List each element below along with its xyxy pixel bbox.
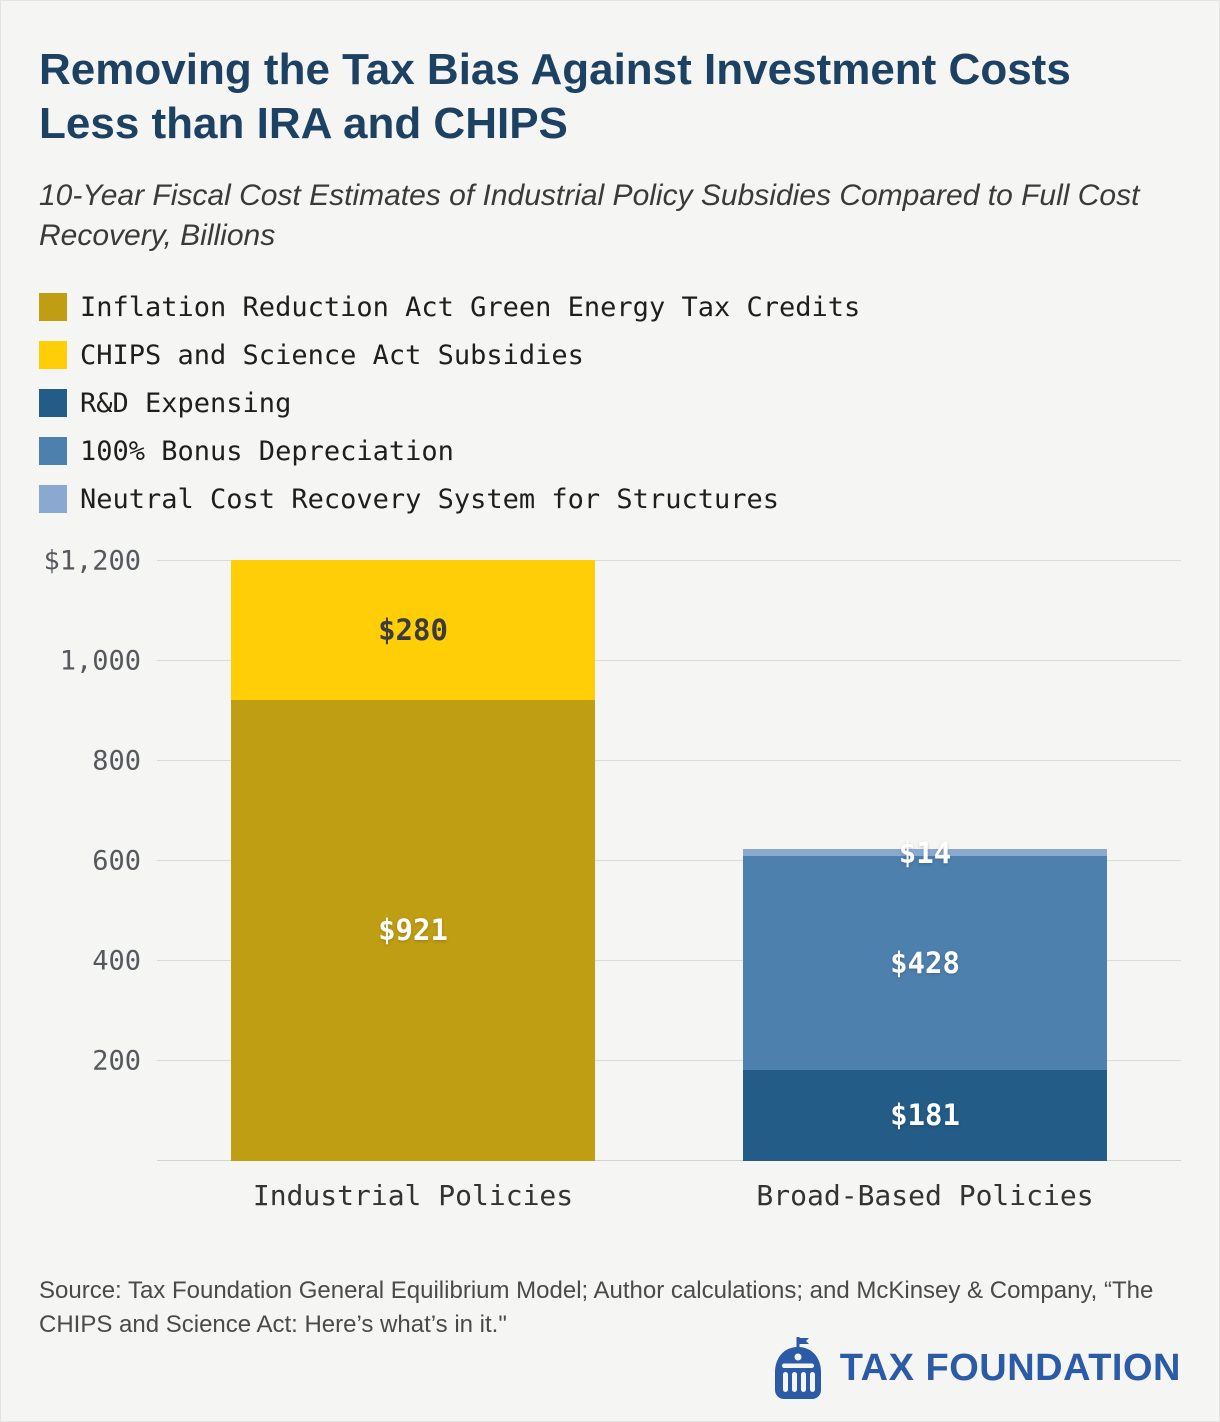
value-label: $428 — [890, 946, 960, 981]
bar-segment: $428 — [743, 856, 1107, 1071]
chart: 200 400 600 800 1,000 $1,200 $921 $280 $181 $428… — [39, 545, 1181, 1161]
legend-item: CHIPS and Science Act Subsidies — [39, 340, 1181, 371]
bar-segment: $181 — [743, 1070, 1107, 1161]
x-axis-label: Industrial Policies — [252, 1178, 574, 1212]
gridline — [157, 1059, 1181, 1061]
source-note: Source: Tax Foundation General Equilibri… — [39, 1276, 1154, 1338]
legend: Inflation Reduction Act Green Energy Tax… — [39, 292, 1181, 515]
y-tick-label: 1,000 — [59, 645, 141, 677]
legend-swatch — [39, 437, 67, 466]
y-tick-label: $1,200 — [43, 545, 141, 577]
bar-column: $921 $280 — [157, 560, 669, 1161]
legend-swatch — [39, 293, 67, 322]
value-label: $921 — [378, 913, 448, 948]
plot-area: $921 $280 $181 $428 $14 — [157, 559, 1181, 1161]
bar-column: $181 $428 $14 — [669, 561, 1181, 1161]
stacked-bar: $181 $428 $14 — [743, 836, 1107, 1161]
legend-label: Inflation Reduction Act Green Energy Tax… — [80, 291, 861, 323]
legend-swatch — [39, 485, 67, 514]
gridline — [157, 859, 1181, 861]
value-label: $181 — [890, 1098, 960, 1133]
legend-item: Inflation Reduction Act Green Energy Tax… — [39, 292, 1181, 323]
y-tick-label: 800 — [92, 745, 141, 777]
gridline — [157, 559, 1181, 561]
y-tick-label: 400 — [92, 945, 141, 977]
gridline — [157, 759, 1181, 761]
x-axis-labels: Industrial Policies Broad-Based Policies — [157, 1179, 1181, 1212]
legend-swatch — [39, 341, 67, 370]
bar-segment: $280 — [231, 560, 595, 701]
capitol-icon — [774, 1337, 821, 1399]
bar-segment: $921 — [231, 700, 595, 1161]
legend-label: R&D Expensing — [80, 387, 292, 419]
brand-footer: TAX FOUNDATION — [770, 1337, 1181, 1399]
gridline — [157, 959, 1181, 961]
y-tick-label: 200 — [92, 1045, 141, 1077]
legend-item: 100% Bonus Depreciation — [39, 436, 1181, 467]
chart-subtitle: 10-Year Fiscal Cost Estimates of Industr… — [39, 179, 1140, 252]
legend-label: CHIPS and Science Act Subsidies — [80, 339, 584, 371]
y-tick-label: 600 — [92, 845, 141, 877]
x-axis-baseline — [157, 1159, 1181, 1161]
value-label: $280 — [378, 613, 448, 648]
legend-label: 100% Bonus Depreciation — [80, 435, 454, 467]
legend-item: R&D Expensing — [39, 388, 1181, 419]
y-axis: 200 400 600 800 1,000 $1,200 — [39, 545, 157, 1161]
stacked-bar: $921 $280 — [231, 560, 595, 1161]
legend-label: Neutral Cost Recovery System for Structu… — [80, 483, 779, 515]
legend-swatch — [39, 389, 67, 418]
bar-segment: $14 — [743, 836, 1107, 870]
gridline — [157, 659, 1181, 661]
chart-title: Removing the Tax Bias Against Investment… — [39, 45, 1071, 148]
legend-item: Neutral Cost Recovery System for Structu… — [39, 484, 1181, 515]
x-axis-label: Broad-Based Policies — [756, 1178, 1094, 1212]
brand-name: TAX FOUNDATION — [839, 1346, 1181, 1389]
